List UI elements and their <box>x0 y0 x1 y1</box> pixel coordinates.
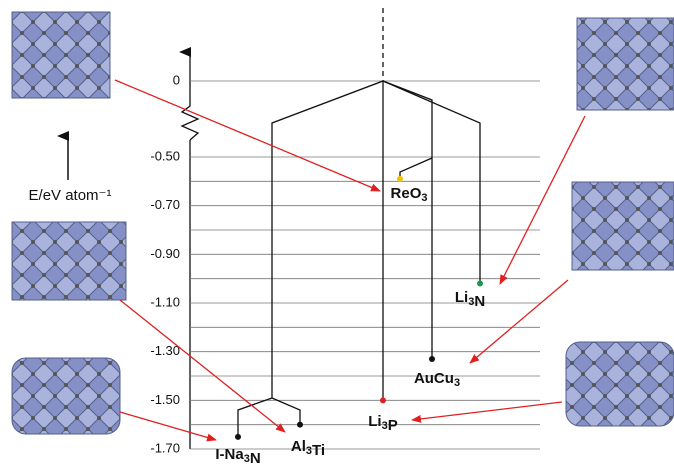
y-tick-label: -0.70 <box>150 197 180 212</box>
node-dot <box>235 434 241 440</box>
structure-al3ti <box>12 222 126 300</box>
edge <box>238 81 383 436</box>
structure-aucu3 <box>572 182 674 270</box>
chart: E/eV atom⁻¹ 0 -0.50 -0.70 -0.90 -1.10 -1.30 -1… <box>0 0 674 464</box>
node-dot <box>429 356 435 362</box>
grid: 0 -0.50 -0.70 -0.90 -1.10 -1.30 -1.50 -1.70 <box>150 72 540 455</box>
structure-images <box>12 12 674 434</box>
structure-na3n <box>12 358 120 434</box>
y-tick-label: -1.70 <box>150 440 180 455</box>
structure-reo3 <box>12 12 110 98</box>
arrow <box>120 412 216 440</box>
node-dot <box>477 281 483 287</box>
y-tick-label: -1.30 <box>150 343 180 358</box>
node-label: AuCu3 <box>414 370 460 389</box>
node-dot <box>397 176 403 182</box>
y-tick-label: -1.50 <box>150 392 180 407</box>
y-tick-label: -0.90 <box>150 246 180 261</box>
node-dot <box>297 422 303 428</box>
y-tick-label: -0.50 <box>150 148 180 163</box>
arrow <box>120 300 285 432</box>
node-label: ReO3 <box>391 185 428 204</box>
node-label: Li3P <box>368 413 397 434</box>
structure-li3p <box>566 342 674 426</box>
node-label: Li3N <box>455 289 485 310</box>
edge <box>383 81 432 357</box>
arrow <box>412 402 562 420</box>
y-axis-label: E/eV atom⁻¹ <box>29 187 112 204</box>
structure-li3n <box>577 18 674 110</box>
axis-break <box>182 52 198 140</box>
node-dot <box>380 397 386 403</box>
arrows <box>115 80 585 440</box>
y-tick-label: -1.10 <box>150 294 180 309</box>
node-label: Al3Ti <box>291 438 325 459</box>
y-tick-label: 0 <box>173 72 180 87</box>
